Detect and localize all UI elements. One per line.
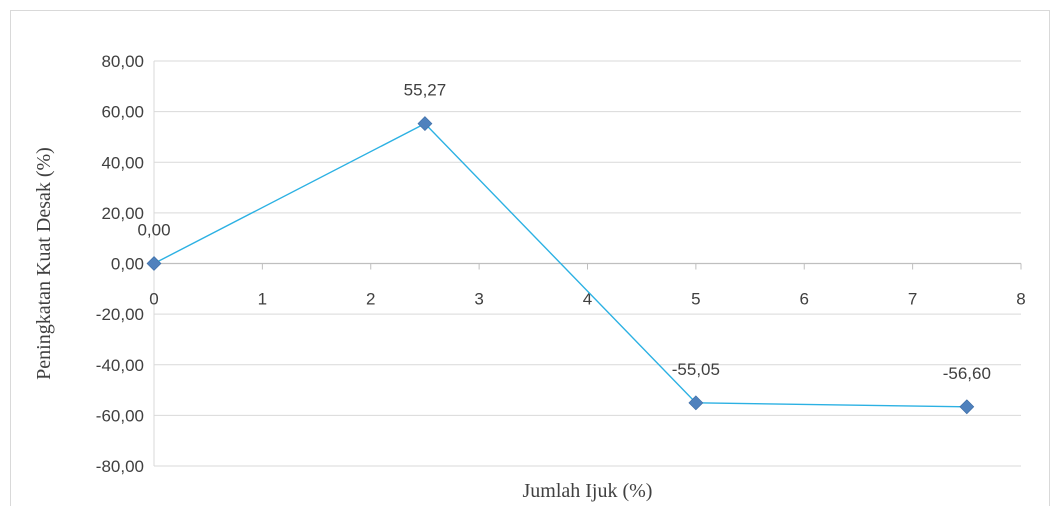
x-axis-title: Jumlah Ijuk (%)	[523, 480, 653, 502]
y-tick-label: 20,00	[101, 204, 144, 223]
y-tick-label: 80,00	[101, 52, 144, 71]
y-tick-label: -20,00	[96, 305, 144, 324]
data-point-marker	[959, 399, 975, 415]
y-tick-label: -80,00	[96, 457, 144, 476]
x-tick-label: 7	[908, 290, 917, 309]
x-tick-label: 5	[691, 290, 700, 309]
data-point-marker	[146, 256, 162, 271]
y-tick-labels: 80,00 60,00 40,00 20,00 0,00 -20,00 -40,00 -60,…	[96, 52, 144, 476]
data-label: -55,05	[672, 360, 720, 379]
x-tick-label: 6	[800, 290, 809, 309]
data-label: 0,00	[137, 221, 170, 240]
gridlines	[154, 60, 1021, 467]
data-point-marker	[417, 116, 433, 132]
data-point-marker	[688, 395, 704, 411]
series-line	[153, 122, 967, 408]
x-tick-label: 1	[258, 290, 267, 309]
x-tick-label: 3	[474, 290, 483, 309]
x-tick-label: 4	[583, 290, 592, 309]
y-axis-title: Peningkatan Kuat Desak (%)	[33, 147, 55, 380]
y-tick-label: -40,00	[96, 356, 144, 375]
x-tick-label: 8	[1016, 290, 1025, 309]
data-label: -56,60	[943, 364, 991, 383]
y-tick-label: 60,00	[101, 103, 144, 122]
y-tick-label: 40,00	[101, 153, 144, 172]
series	[146, 116, 975, 415]
data-labels: 0,00 55,27 -55,05 -56,60	[137, 81, 990, 383]
chart-frame	[10, 10, 1050, 506]
x-tick-labels: 0 1 2 3 4 5 6 7 8	[149, 290, 1025, 309]
x-tick-label: 0	[149, 290, 158, 309]
data-label: 55,27	[404, 81, 447, 100]
y-tick-label: -60,00	[96, 406, 144, 425]
x-tick-label: 2	[366, 290, 375, 309]
y-tick-label: 0,00	[111, 255, 144, 274]
